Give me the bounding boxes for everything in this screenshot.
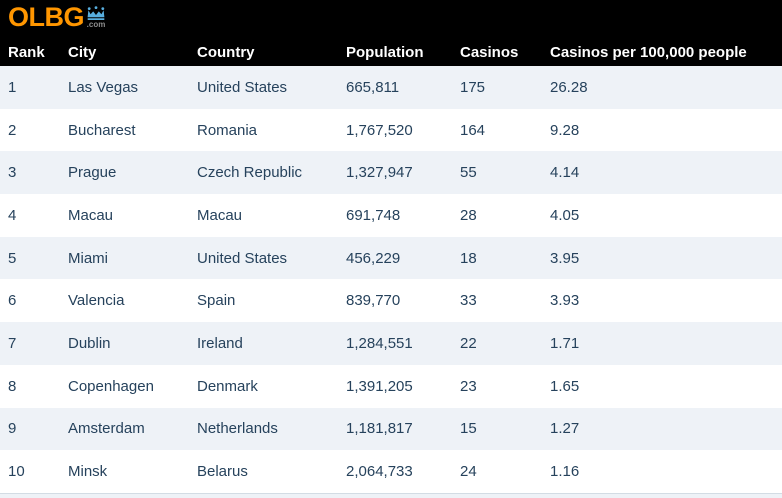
- table-row: 2 Bucharest Romania 1,767,520 164 9.28: [0, 108, 782, 152]
- cell-country: United States: [197, 249, 288, 267]
- cell-city: Prague: [68, 164, 117, 182]
- cell-casinos-per-100k: 3.95: [550, 249, 580, 267]
- cell-city: Amsterdam: [68, 420, 145, 438]
- table-body: 1 Las Vegas United States 665,811 175 26…: [0, 66, 782, 493]
- cell-casinos: 24: [460, 463, 477, 481]
- cell-country: Denmark: [197, 377, 258, 395]
- cell-rank: 9: [8, 420, 17, 438]
- table-row: 5 Miami United States 456,229 18 3.95: [0, 236, 782, 280]
- cell-rank: 7: [8, 334, 17, 352]
- site-header: OLBG .com Rank: [0, 0, 782, 66]
- cell-casinos-per-100k: 1.27: [550, 420, 580, 438]
- table-row: 3 Prague Czech Republic 1,327,947 55 4.1…: [0, 151, 782, 195]
- cell-casinos-per-100k: 4.05: [550, 206, 580, 224]
- cell-city: Copenhagen: [68, 377, 154, 395]
- cell-casinos-per-100k: 1.71: [550, 334, 580, 352]
- cell-population: 839,770: [346, 292, 401, 310]
- cell-city: Miami: [68, 249, 108, 267]
- cell-population: 691,748: [346, 206, 401, 224]
- cell-casinos: 23: [460, 377, 477, 395]
- table-row: 10 Minsk Belarus 2,064,733 24 1.16: [0, 450, 782, 493]
- table-header-row: Rank City Country Population Casinos Cas…: [8, 33, 782, 61]
- table-row: 6 Valencia Spain 839,770 33 3.93: [0, 279, 782, 323]
- cell-casinos-per-100k: 3.93: [550, 292, 580, 310]
- cell-casinos-per-100k: 9.28: [550, 121, 580, 139]
- cell-casinos-per-100k: 4.14: [550, 164, 580, 182]
- cell-country: Romania: [197, 121, 258, 139]
- cell-rank: 5: [8, 249, 17, 267]
- cell-population: 1,284,551: [346, 334, 413, 352]
- cell-rank: 2: [8, 121, 17, 139]
- cell-rank: 8: [8, 377, 17, 395]
- olbg-logo[interactable]: OLBG .com: [8, 2, 782, 33]
- cell-city: Minsk: [68, 463, 108, 481]
- cell-population: 1,181,817: [346, 420, 413, 438]
- cell-city: Las Vegas: [68, 78, 139, 96]
- cell-country: United States: [197, 78, 288, 96]
- cell-casinos-per-100k: 26.28: [550, 78, 588, 96]
- cell-rank: 4: [8, 206, 17, 224]
- column-header-casinos: Casinos: [460, 44, 519, 61]
- cell-population: 665,811: [346, 78, 400, 96]
- cell-casinos: 33: [460, 292, 477, 310]
- cell-country: Ireland: [197, 334, 243, 352]
- cell-rank: 6: [8, 292, 17, 310]
- cell-casinos: 164: [460, 121, 486, 139]
- cell-city: Bucharest: [68, 121, 136, 139]
- cell-population: 1,391,205: [346, 377, 413, 395]
- cell-city: Valencia: [68, 292, 125, 310]
- cell-casinos: 15: [460, 420, 477, 438]
- cell-casinos: 175: [460, 78, 486, 96]
- column-header-country: Country: [197, 44, 255, 61]
- table-row: 4 Macau Macau 691,748 28 4.05: [0, 194, 782, 237]
- cell-rank: 10: [8, 463, 25, 481]
- table-row: 9 Amsterdam Netherlands 1,181,817 15 1.2…: [0, 407, 782, 451]
- cell-rank: 1: [8, 78, 17, 96]
- cell-population: 2,064,733: [346, 463, 413, 481]
- cell-country: Belarus: [197, 463, 248, 481]
- cell-casinos: 28: [460, 206, 477, 224]
- cell-city: Macau: [68, 206, 114, 224]
- cell-casinos: 55: [460, 164, 477, 182]
- table-row: 1 Las Vegas United States 665,811 175 26…: [0, 66, 782, 109]
- cell-casinos: 18: [460, 249, 477, 267]
- next-row-peek: [0, 492, 782, 498]
- cell-casinos: 22: [460, 334, 477, 352]
- cell-country: Netherlands: [197, 420, 278, 438]
- column-header-casinos-per-100k: Casinos per 100,000 people: [550, 44, 747, 61]
- cell-population: 1,327,947: [346, 164, 413, 182]
- cell-country: Macau: [197, 206, 243, 224]
- column-header-rank: Rank: [8, 44, 45, 61]
- cell-country: Czech Republic: [197, 164, 303, 182]
- tld-text: .com: [86, 20, 106, 29]
- column-header-city: City: [68, 44, 97, 61]
- brand-text: OLBG: [8, 2, 85, 32]
- cell-rank: 3: [8, 164, 17, 182]
- cell-casinos-per-100k: 1.16: [550, 463, 580, 481]
- table-row: 7 Dublin Ireland 1,284,551 22 1.71: [0, 322, 782, 365]
- table-row: 8 Copenhagen Denmark 1,391,205 23 1.65: [0, 364, 782, 408]
- crown-icon: [86, 6, 106, 20]
- column-header-population: Population: [346, 44, 424, 61]
- cell-country: Spain: [197, 292, 236, 310]
- cell-population: 456,229: [346, 249, 401, 267]
- cell-city: Dublin: [68, 334, 111, 352]
- cell-casinos-per-100k: 1.65: [550, 377, 580, 395]
- cell-population: 1,767,520: [346, 121, 413, 139]
